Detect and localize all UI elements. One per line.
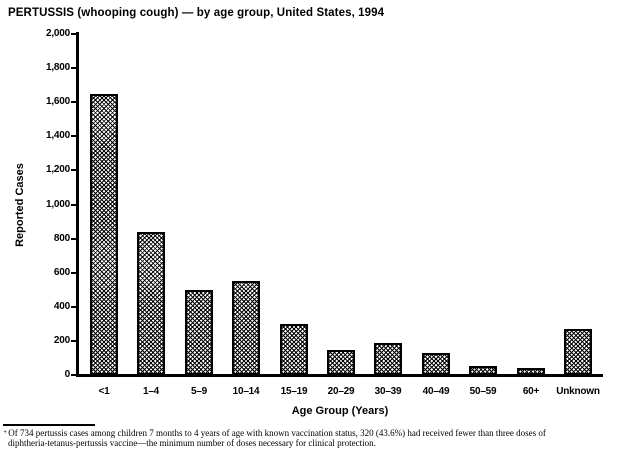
x-tick-label: 60+	[522, 386, 540, 397]
y-tick	[71, 135, 76, 137]
y-tick	[71, 204, 76, 206]
chart-title: PERTUSSIS (whooping cough) — by age grou…	[8, 7, 385, 19]
y-tick-label: 1,800	[45, 62, 70, 73]
x-axis-line	[76, 374, 603, 377]
footnote-line-2: diphtheria-tetanus-pertussis vaccine—the…	[8, 438, 376, 448]
footnote-line-1: +Of 734 pertussis cases among children 7…	[3, 427, 638, 438]
x-axis-title: Age Group (Years)	[291, 405, 389, 417]
x-tick-label: 20–29	[327, 386, 355, 397]
bar	[469, 366, 497, 375]
y-tick-label: 1,200	[45, 164, 70, 175]
x-tick-label: 5–9	[190, 386, 208, 397]
y-tick	[71, 374, 76, 376]
y-axis-line	[76, 32, 79, 377]
bar	[280, 324, 308, 375]
footnote-rule	[3, 424, 95, 426]
x-tick-label: Unknown	[556, 386, 600, 397]
x-tick-label: 40–49	[422, 386, 450, 397]
footnote-text-1: Of 734 pertussis cases among children 7 …	[8, 428, 546, 438]
y-axis-title: Reported Cases	[14, 163, 26, 247]
x-tick-label: 1–4	[142, 386, 160, 397]
y-tick-label: 1,600	[45, 96, 70, 107]
footnote: +Of 734 pertussis cases among children 7…	[3, 427, 638, 448]
bar	[232, 281, 260, 375]
y-tick-label: 400	[53, 301, 70, 312]
y-tick-label: 1,400	[45, 130, 70, 141]
y-tick	[71, 169, 76, 171]
y-tick-label: 0	[64, 369, 71, 380]
x-tick-label: <1	[98, 386, 110, 397]
y-tick-label: 1,000	[45, 199, 70, 210]
footnote-marker: +	[3, 427, 8, 436]
bar	[422, 353, 450, 375]
y-tick	[71, 238, 76, 240]
x-tick-label: 10–14	[232, 386, 260, 397]
bar	[137, 232, 165, 375]
y-tick-label: 2,000	[45, 28, 70, 39]
y-tick	[71, 67, 76, 69]
x-tick-label: 30–39	[374, 386, 402, 397]
y-tick	[71, 340, 76, 342]
bar	[374, 343, 402, 375]
x-tick-label: 50–59	[469, 386, 497, 397]
y-tick	[71, 101, 76, 103]
y-tick	[71, 272, 76, 274]
bar	[90, 94, 118, 375]
y-tick-label: 600	[53, 267, 70, 278]
x-tick-label: 15–19	[280, 386, 308, 397]
bar	[185, 290, 213, 375]
y-tick-label: 200	[53, 335, 70, 346]
y-tick-label: 800	[53, 233, 70, 244]
y-tick	[71, 33, 76, 35]
bar	[327, 350, 355, 375]
bar	[564, 329, 592, 375]
y-tick	[71, 306, 76, 308]
bar	[517, 368, 545, 375]
